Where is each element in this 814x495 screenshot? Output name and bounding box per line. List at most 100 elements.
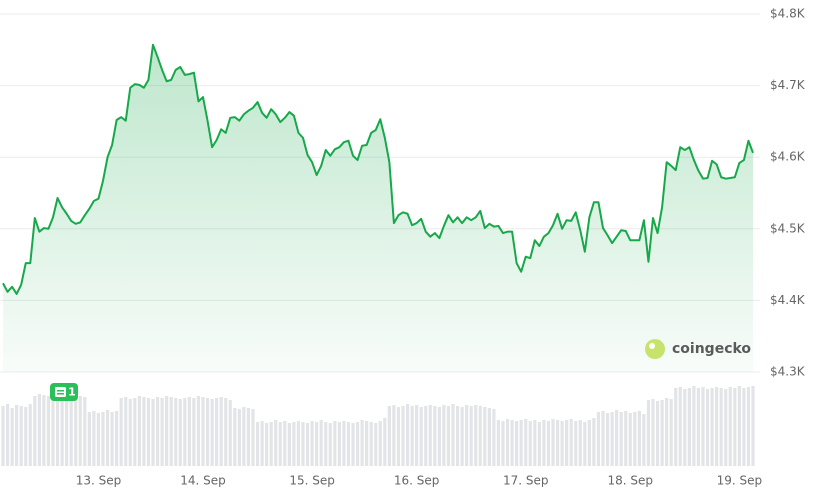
x-tick-label: 17. Sep <box>503 474 549 488</box>
volume-bar <box>469 406 473 466</box>
volume-bar <box>396 407 401 466</box>
volume-bar <box>578 420 582 466</box>
x-tick-label: 18. Sep <box>608 474 654 488</box>
y-tick-label: $4.5K <box>770 221 806 235</box>
volume-bar <box>596 412 601 466</box>
volume-bar <box>728 387 732 466</box>
volume-bar <box>46 396 51 466</box>
volume-bar <box>683 389 687 466</box>
volume-bar <box>305 423 310 466</box>
volume-bar <box>242 407 246 466</box>
volume-bar <box>210 399 214 466</box>
volume-bar <box>169 397 173 466</box>
volume-bar <box>205 398 210 466</box>
volume-bar <box>446 406 451 466</box>
volume-bar <box>255 422 260 466</box>
volume-bar <box>551 419 555 466</box>
volume-bar <box>178 399 182 466</box>
volume-bar <box>128 399 132 466</box>
price-line <box>2 43 754 295</box>
volume-bar <box>69 394 73 466</box>
volume-bar <box>442 405 446 466</box>
volume-bar <box>737 386 741 466</box>
volume-bar <box>133 398 137 466</box>
volume-bar <box>705 389 710 466</box>
volume-bar <box>137 396 141 466</box>
y-tick-label: $4.4K <box>770 293 806 307</box>
volume-bar <box>651 399 655 466</box>
volume-bar <box>96 413 101 466</box>
event-badge[interactable]: 1 <box>50 383 78 401</box>
volume-bar <box>5 404 10 466</box>
volume-bar <box>378 421 382 466</box>
y-tick-label: $4.3K <box>770 365 806 379</box>
volume-bar <box>424 406 428 466</box>
volume-bar <box>269 422 273 466</box>
volume-bar <box>87 412 91 466</box>
volume-bar <box>696 388 701 466</box>
volume-bar <box>33 396 37 466</box>
volume-bar <box>428 405 432 466</box>
x-tick-label: 16. Sep <box>394 474 440 488</box>
volume-bar <box>528 421 532 466</box>
volume-bar <box>346 422 351 466</box>
volume-bar <box>433 406 437 466</box>
volume-bar <box>224 398 228 466</box>
volume-bar <box>492 409 496 466</box>
volume-bar <box>296 421 301 466</box>
volume-bar <box>583 422 587 466</box>
volume-bar <box>451 404 455 466</box>
volume-bar <box>692 386 696 466</box>
volume-bar <box>42 395 46 466</box>
volume-bar <box>678 387 682 466</box>
volume-bar <box>28 404 32 466</box>
y-tick-label: $4.7K <box>770 78 806 92</box>
volume-bar <box>19 406 23 466</box>
volume-bar <box>555 420 560 466</box>
volume-bar <box>646 400 651 466</box>
volume-bar <box>251 409 255 466</box>
volume-bar <box>592 418 596 466</box>
volume-bar <box>324 422 328 466</box>
badge-count[interactable]: 1 <box>68 386 76 399</box>
volume-bar <box>237 409 241 466</box>
volume-bar <box>387 406 391 466</box>
x-tick-label: 19. Sep <box>717 474 763 488</box>
y-tick-label: $4.6K <box>770 150 806 164</box>
volume-bar <box>674 388 678 466</box>
volume-bar <box>105 410 110 466</box>
volume-bar <box>655 401 660 466</box>
watermark-logo-eye <box>649 343 655 349</box>
volume-bar <box>455 406 460 466</box>
volume-bar <box>624 411 628 466</box>
volume-bar <box>574 421 578 466</box>
volume-bar <box>410 406 414 466</box>
volume-bar <box>701 387 705 466</box>
volume-bar <box>478 406 482 466</box>
volume-bar <box>605 413 610 466</box>
volume-bar <box>715 387 719 466</box>
y-tick-label: $4.8K <box>770 7 806 21</box>
volume-bar <box>474 405 478 466</box>
volume-bar <box>37 394 41 466</box>
volume-bar <box>142 397 146 466</box>
volume-bar <box>365 421 369 466</box>
volume-bar <box>419 407 423 466</box>
watermark: coingecko <box>645 339 751 359</box>
volume-bar <box>78 396 82 466</box>
volume-bar <box>146 398 151 466</box>
volume-bar <box>405 404 410 466</box>
price-area <box>2 43 754 372</box>
volume-bar <box>101 412 105 466</box>
volume-bar <box>560 421 564 466</box>
watermark-text: coingecko <box>672 341 751 357</box>
volume-bar <box>719 388 723 466</box>
volume-bar <box>483 407 487 466</box>
volume-bar <box>360 420 364 466</box>
badge-icon-line <box>57 390 64 392</box>
volume-bar <box>542 420 546 466</box>
volume-bar <box>342 421 346 466</box>
volume-bar <box>524 419 528 466</box>
volume-bar <box>1 406 5 466</box>
volume-bar <box>24 407 28 466</box>
